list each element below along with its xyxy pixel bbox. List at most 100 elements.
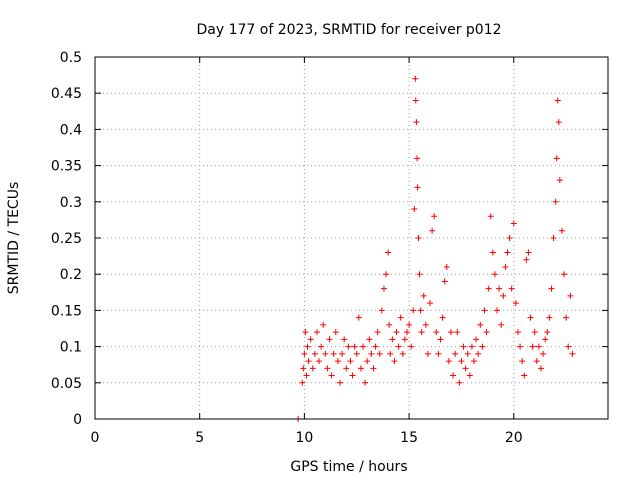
y-tick-label: 0.45: [51, 86, 82, 102]
data-point: [332, 329, 339, 336]
data-point: [452, 350, 459, 357]
data-point: [391, 358, 398, 365]
y-tick-label: 0.25: [51, 231, 82, 247]
data-point: [491, 271, 498, 278]
data-point: [552, 198, 559, 205]
data-point: [351, 343, 358, 350]
data-point: [422, 321, 429, 328]
data-point: [567, 292, 574, 299]
y-axis-ticks: 0 0.05 0.1 0.15 0.2 0.25 0.3 0.35 0.4 0.45 0.5: [51, 50, 608, 428]
data-point: [397, 314, 404, 321]
y-tick-label: 0.1: [60, 340, 82, 356]
data-point: [326, 336, 333, 343]
data-point: [531, 329, 538, 336]
data-point: [393, 329, 400, 336]
data-point: [302, 329, 309, 336]
data-point: [565, 343, 572, 350]
data-point: [514, 329, 521, 336]
data-point: [311, 350, 318, 357]
data-point: [468, 343, 475, 350]
x-tick-label: 0: [91, 430, 100, 446]
grid-lines: [95, 57, 608, 419]
data-point: [403, 329, 410, 336]
data-point: [414, 184, 421, 191]
data-point: [510, 220, 517, 227]
data-point: [439, 314, 446, 321]
y-tick-label: 0.4: [60, 122, 82, 138]
data-point: [355, 314, 362, 321]
data-point: [554, 97, 561, 104]
data-point: [477, 321, 484, 328]
data-point: [334, 358, 341, 365]
data-point: [462, 365, 469, 372]
data-point: [307, 336, 314, 343]
data-point: [376, 350, 383, 357]
data-point: [313, 329, 320, 336]
data-point: [548, 285, 555, 292]
data-point: [431, 213, 438, 220]
x-axis-label: GPS time / hours: [290, 459, 407, 475]
data-point: [500, 292, 507, 299]
data-point: [546, 314, 553, 321]
data-point: [479, 343, 486, 350]
data-point: [506, 235, 513, 241]
data-point: [470, 358, 477, 365]
x-tick-label: 20: [505, 430, 523, 446]
data-point: [378, 307, 385, 314]
y-tick-label: 0.5: [60, 50, 82, 66]
data-point: [473, 336, 480, 343]
data-point: [512, 300, 519, 307]
data-point: [353, 350, 360, 357]
data-point: [555, 119, 562, 126]
data-point: [498, 321, 505, 328]
data-point: [349, 372, 356, 379]
data-point: [437, 336, 444, 343]
data-point: [347, 358, 354, 365]
data-point: [529, 343, 536, 350]
data-point: [533, 358, 540, 365]
data-point: [485, 285, 492, 292]
data-point: [417, 307, 424, 314]
data-point: [450, 372, 457, 379]
data-point: [309, 365, 316, 372]
data-point: [415, 235, 422, 241]
x-axis-ticks: 0 5 10 15 20: [91, 57, 523, 446]
data-point: [385, 249, 392, 256]
data-point: [454, 329, 461, 336]
data-point: [424, 350, 431, 357]
data-point: [569, 350, 576, 357]
data-point: [502, 263, 509, 270]
data-point: [535, 343, 542, 350]
plot-frame: [94, 56, 609, 420]
data-point: [494, 307, 501, 314]
data-point: [441, 278, 448, 285]
data-point: [553, 155, 560, 162]
chart-title: Day 177 of 2023, SRMTID for receiver p01…: [196, 22, 501, 38]
data-point: [445, 358, 452, 365]
data-point: [412, 97, 419, 104]
data-point: [433, 329, 440, 336]
data-point: [460, 343, 467, 350]
data-point: [328, 372, 335, 379]
data-point: [389, 336, 396, 343]
y-tick-label: 0.05: [51, 376, 82, 392]
data-point: [300, 365, 307, 372]
data-point: [556, 177, 563, 184]
data-point: [395, 343, 402, 350]
data-point: [416, 271, 423, 278]
data-point: [540, 350, 547, 357]
data-point: [316, 358, 323, 365]
data-point: [304, 343, 311, 350]
data-point: [357, 365, 364, 372]
data-point: [496, 285, 503, 292]
y-tick-label: 0.15: [51, 303, 82, 319]
data-points: [295, 75, 576, 422]
x-tick-label: 15: [400, 430, 418, 446]
data-point: [523, 256, 530, 263]
data-point: [366, 336, 373, 343]
x-tick-label: 10: [295, 430, 313, 446]
data-point: [458, 358, 465, 365]
y-tick-label: 0.2: [60, 267, 82, 283]
data-point: [443, 263, 450, 270]
data-point: [447, 329, 454, 336]
